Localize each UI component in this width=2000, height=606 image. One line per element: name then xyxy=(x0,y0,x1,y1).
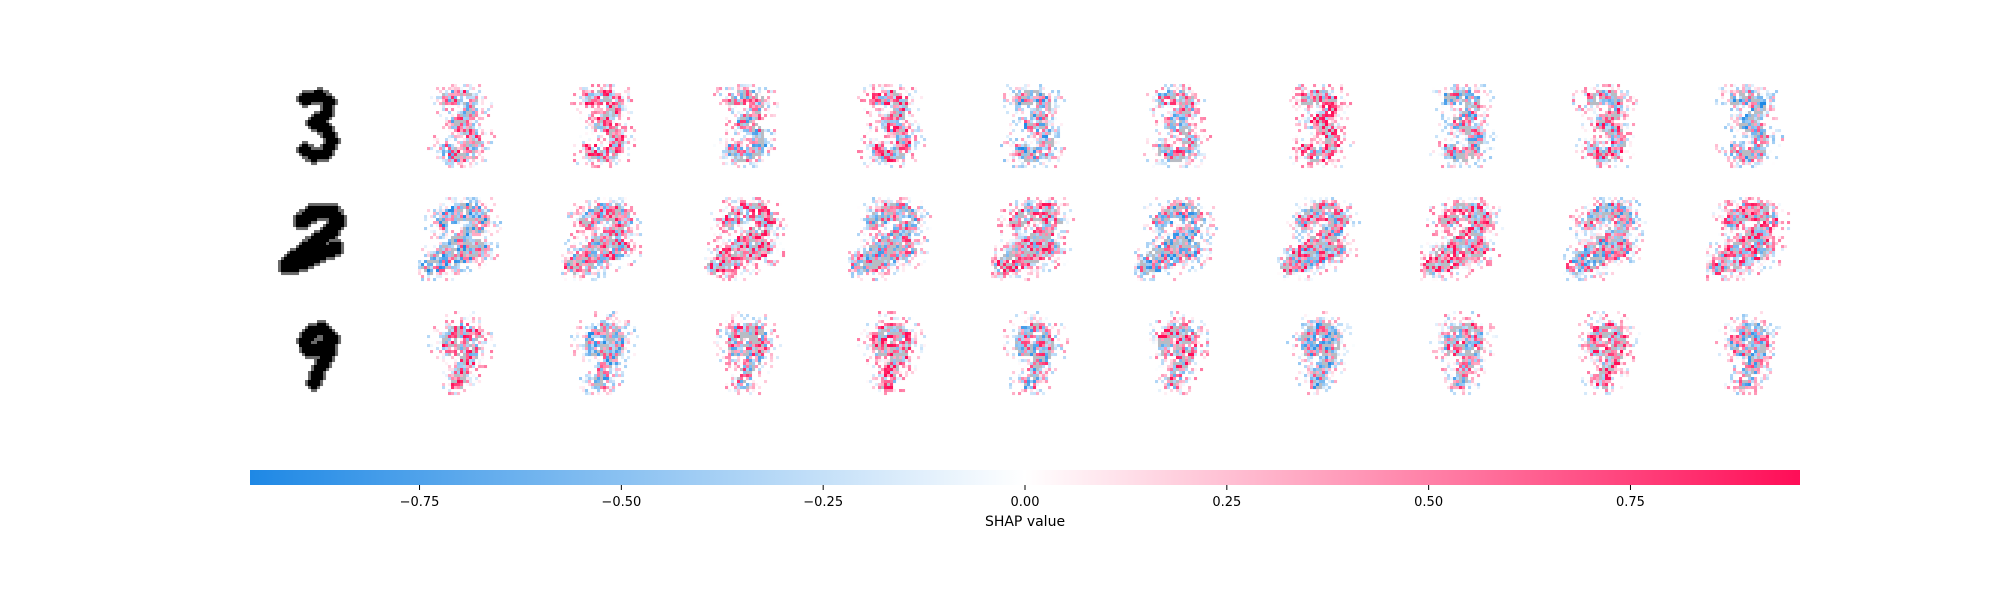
shap-heatmap-cell xyxy=(427,311,497,396)
colorbar-tick-label: 0.25 xyxy=(1212,495,1241,510)
shap-heatmap-cell xyxy=(1420,197,1505,282)
colorbar-tick-label: 0.50 xyxy=(1414,495,1443,510)
shap-heatmap-cell xyxy=(704,197,789,282)
shap-heatmap-cell xyxy=(570,311,640,396)
shap-heatmap-cell xyxy=(1003,311,1070,396)
colorbar-tick-label: −0.25 xyxy=(803,495,843,510)
input-digit-image xyxy=(278,203,348,276)
shap-heatmap-cell xyxy=(1143,84,1213,169)
shap-heatmap-cell xyxy=(1289,84,1356,169)
shap-heatmap-cell xyxy=(1277,197,1362,282)
shap-heatmap-cell xyxy=(1572,84,1639,169)
colorbar-label: SHAP value xyxy=(985,514,1065,530)
shap-heatmap-cell xyxy=(1715,311,1782,396)
shap-heatmap-cell xyxy=(1134,197,1219,282)
colorbar-tick-label: −0.75 xyxy=(400,495,440,510)
input-digit-image xyxy=(296,320,342,393)
shap-heatmap-cell xyxy=(848,197,933,282)
shap-heatmap-cell xyxy=(418,197,503,282)
colorbar-gradient xyxy=(250,470,1800,485)
shap-heatmap-cell xyxy=(1000,84,1067,169)
shap-heatmap-cell xyxy=(1429,84,1499,169)
shap-heatmap-cell xyxy=(991,197,1076,282)
colorbar: −0.75 −0.50 −0.25 0.00 0.25 0.50 0.75 SHAP val… xyxy=(250,470,1800,530)
colorbar-tick-label: −0.50 xyxy=(601,495,641,510)
shap-heatmap-cell xyxy=(1429,311,1499,396)
shap-heatmap-cell xyxy=(427,84,497,169)
shap-heatmap-cell xyxy=(1706,197,1791,282)
shap-heatmap-cell xyxy=(713,311,783,396)
colorbar-tick-label: 0.75 xyxy=(1616,495,1645,510)
shap-heatmap-cell xyxy=(1578,311,1642,396)
shap-heatmap-cell xyxy=(857,84,927,169)
shap-heatmap-cell xyxy=(1149,311,1210,396)
shap-heatmap-cell xyxy=(1563,197,1648,282)
shap-heatmap-cell xyxy=(1715,84,1785,169)
shap-heatmap-cell xyxy=(561,197,643,282)
shap-heatmap-cell xyxy=(1286,311,1356,396)
colorbar-tick-label: 0.00 xyxy=(1011,495,1040,510)
input-digit-image xyxy=(296,87,342,166)
shap-heatmap-cell xyxy=(570,84,637,169)
shap-heatmap-cell xyxy=(713,84,780,169)
image-grid xyxy=(278,84,1791,396)
shap-heatmap-cell xyxy=(857,311,927,396)
colorbar-ticks: −0.75 −0.50 −0.25 0.00 0.25 0.50 0.75 xyxy=(400,485,1645,510)
